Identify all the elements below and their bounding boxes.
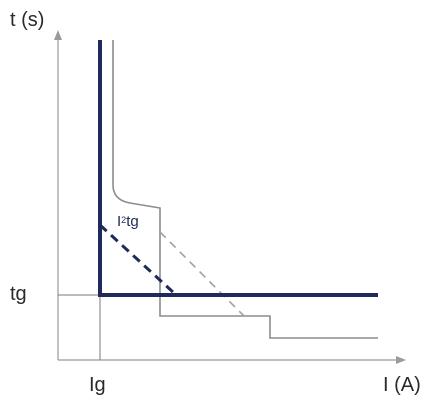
x-axis-label: I (A) xyxy=(383,374,421,396)
y-axis-arrow xyxy=(54,30,62,40)
y-axis-label: t (s) xyxy=(10,9,45,31)
i2tg-label-base: I xyxy=(117,213,122,230)
outer-i2t-dashed-line xyxy=(159,231,245,317)
i2tg-label: I2tg xyxy=(117,214,139,230)
main-trip-curve xyxy=(98,40,378,297)
i2tg-label-exponent: 2 xyxy=(121,215,127,225)
x-axis-arrow xyxy=(396,356,406,364)
outer-trip-curve xyxy=(112,40,378,339)
i2tg-label-rest: tg xyxy=(126,213,139,230)
axes xyxy=(54,30,406,364)
ig-label: Ig xyxy=(89,374,106,396)
i2tg-dashed-line xyxy=(98,223,176,295)
tg-label: tg xyxy=(10,283,27,305)
